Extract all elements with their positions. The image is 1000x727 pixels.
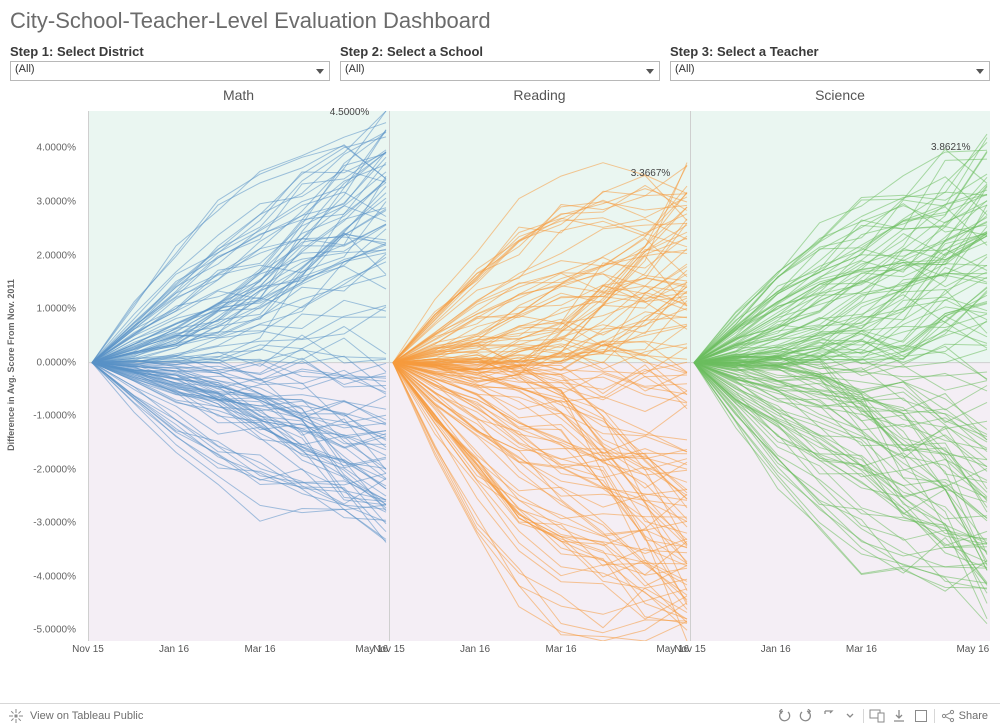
- page-title: City-School-Teacher-Level Evaluation Das…: [10, 8, 990, 34]
- x-axis: Nov 15Jan 16Mar 16May 16: [389, 644, 690, 664]
- filter-label: Step 1: Select District: [10, 44, 330, 59]
- download-icon: [892, 709, 906, 723]
- filter-select[interactable]: (All): [10, 61, 330, 81]
- download-button[interactable]: [888, 705, 910, 727]
- x-tick-label: Mar 16: [846, 644, 877, 655]
- x-axis: Nov 15Jan 16Mar 16May 16: [690, 644, 990, 664]
- peak-value-label: 3.3667%: [631, 168, 670, 179]
- filter-select[interactable]: (All): [340, 61, 660, 81]
- filter-1: Step 1: Select District (All): [10, 44, 330, 81]
- panel-math: Math4.5000%Nov 15Jan 16Mar 16May 16: [88, 85, 389, 668]
- filter-3: Step 3: Select a Teacher (All): [670, 44, 990, 81]
- undo-button[interactable]: [773, 705, 795, 727]
- chevron-down-icon: [846, 712, 854, 720]
- panel-title: Science: [690, 85, 990, 111]
- filter-label: Step 2: Select a School: [340, 44, 660, 59]
- filter-row: Step 1: Select District(All)Step 2: Sele…: [10, 44, 990, 81]
- redo-button[interactable]: [795, 705, 817, 727]
- tableau-logo-icon: [8, 708, 24, 724]
- peak-value-label: 3.8621%: [931, 142, 970, 153]
- y-tick-label: 1.0000%: [37, 304, 76, 315]
- fullscreen-button[interactable]: [910, 705, 932, 727]
- filter-select[interactable]: (All): [670, 61, 990, 81]
- y-tick-label: 2.0000%: [37, 250, 76, 261]
- y-tick-label: -1.0000%: [33, 411, 76, 422]
- revert-icon: [821, 709, 835, 723]
- view-on-tableau-public-label: View on Tableau Public: [30, 710, 143, 722]
- refresh-menu-button[interactable]: [839, 705, 861, 727]
- x-tick-label: May 16: [956, 644, 989, 655]
- x-tick-label: Jan 16: [460, 644, 490, 655]
- redo-icon: [799, 709, 813, 723]
- y-tick-label: 4.0000%: [37, 143, 76, 154]
- plot[interactable]: 4.5000%: [88, 111, 389, 641]
- view-on-tableau-public-button[interactable]: View on Tableau Public: [8, 708, 143, 724]
- x-tick-label: Jan 16: [761, 644, 791, 655]
- undo-icon: [777, 709, 791, 723]
- x-tick-label: Jan 16: [159, 644, 189, 655]
- x-tick-label: Nov 15: [373, 644, 405, 655]
- bottom-toolbar: View on Tableau Public: [0, 703, 1000, 727]
- filter-2: Step 2: Select a School (All): [340, 44, 660, 81]
- y-tick-label: -4.0000%: [33, 571, 76, 582]
- y-axis-title: Difference in Avg. Score From Nov. 2011: [6, 279, 16, 451]
- filter-label: Step 3: Select a Teacher: [670, 44, 990, 59]
- share-button[interactable]: Share: [937, 709, 992, 723]
- share-icon: [941, 709, 955, 723]
- x-axis: Nov 15Jan 16Mar 16May 16: [88, 644, 389, 664]
- x-tick-label: Mar 16: [545, 644, 576, 655]
- y-tick-label: -2.0000%: [33, 464, 76, 475]
- revert-button[interactable]: [817, 705, 839, 727]
- plot[interactable]: 3.8621%: [690, 111, 990, 641]
- panel-reading: Reading3.3667%Nov 15Jan 16Mar 16May 16: [389, 85, 690, 668]
- plot[interactable]: 3.3667%: [389, 111, 690, 641]
- y-tick-label: -3.0000%: [33, 518, 76, 529]
- device-preview-button[interactable]: [866, 705, 888, 727]
- share-label: Share: [959, 710, 988, 722]
- y-tick-label: -5.0000%: [33, 625, 76, 636]
- y-tick-label: 0.0000%: [37, 357, 76, 368]
- device-preview-icon: [869, 709, 885, 723]
- toolbar-divider: [863, 709, 864, 723]
- panel-science: Science3.8621%Nov 15Jan 16Mar 16May 16: [690, 85, 990, 668]
- toolbar-divider-2: [934, 709, 935, 723]
- chart-panels: Math4.5000%Nov 15Jan 16Mar 16May 16Readi…: [88, 85, 990, 668]
- peak-value-label: 4.5000%: [330, 107, 369, 118]
- y-axis-ticks: -5.0000% -4.0000% -3.0000% -2.0000% -1.0000%…: [20, 111, 80, 641]
- x-tick-label: Mar 16: [244, 644, 275, 655]
- x-tick-label: Nov 15: [72, 644, 104, 655]
- fullscreen-icon: [914, 709, 928, 723]
- panel-title: Reading: [389, 85, 690, 111]
- chart-area: Difference in Avg. Score From Nov. 2011 …: [10, 85, 990, 673]
- y-tick-label: 3.0000%: [37, 197, 76, 208]
- x-tick-label: Nov 15: [674, 644, 706, 655]
